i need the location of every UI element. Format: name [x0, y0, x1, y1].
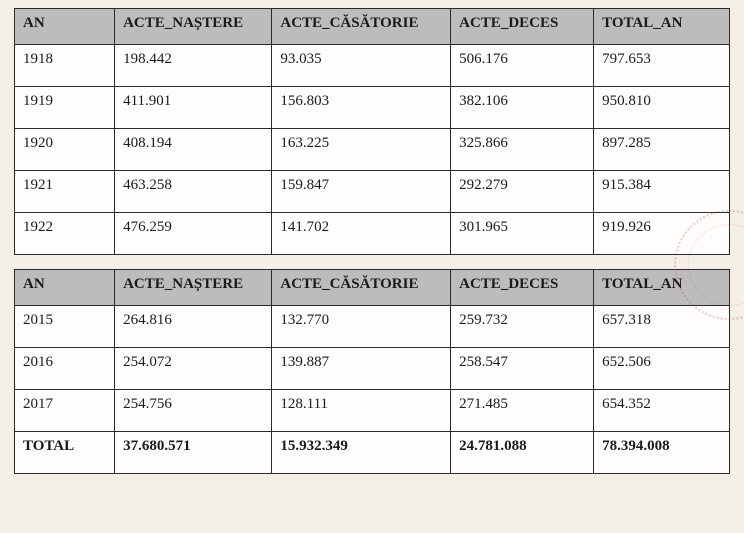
col-header-nastere: ACTE_NAȘTERE	[115, 270, 272, 306]
cell-an: 1922	[15, 213, 115, 255]
cell-nastere: 254.756	[115, 390, 272, 432]
cell-an: 2016	[15, 348, 115, 390]
cell-an: 1919	[15, 87, 115, 129]
cell-casatorie: 15.932.349	[272, 432, 451, 474]
cell-total: 915.384	[594, 171, 730, 213]
cell-an: 1921	[15, 171, 115, 213]
cell-nastere: 408.194	[115, 129, 272, 171]
cell-an: 2017	[15, 390, 115, 432]
cell-deces: 271.485	[451, 390, 594, 432]
cell-an: 1920	[15, 129, 115, 171]
cell-deces: 24.781.088	[451, 432, 594, 474]
cell-casatorie: 159.847	[272, 171, 451, 213]
table-total-row: TOTAL 37.680.571 15.932.349 24.781.088 7…	[15, 432, 730, 474]
cell-casatorie: 93.035	[272, 45, 451, 87]
cell-nastere: 411.901	[115, 87, 272, 129]
cell-total: 657.318	[594, 306, 730, 348]
col-header-nastere: ACTE_NAȘTERE	[115, 9, 272, 45]
table-row: 1921 463.258 159.847 292.279 915.384	[15, 171, 730, 213]
col-header-casatorie: ACTE_CĂSĂTORIE	[272, 270, 451, 306]
col-header-an: AN	[15, 270, 115, 306]
col-header-deces: ACTE_DECES	[451, 270, 594, 306]
cell-deces: 325.866	[451, 129, 594, 171]
table-header-row: AN ACTE_NAȘTERE ACTE_CĂSĂTORIE ACTE_DECE…	[15, 9, 730, 45]
table-row: 1922 476.259 141.702 301.965 919.926	[15, 213, 730, 255]
table-row: 1920 408.194 163.225 325.866 897.285	[15, 129, 730, 171]
cell-an: 1918	[15, 45, 115, 87]
records-table-1918-1922: AN ACTE_NAȘTERE ACTE_CĂSĂTORIE ACTE_DECE…	[14, 8, 730, 255]
cell-deces: 301.965	[451, 213, 594, 255]
col-header-total: TOTAL_AN	[594, 9, 730, 45]
cell-casatorie: 156.803	[272, 87, 451, 129]
cell-deces: 506.176	[451, 45, 594, 87]
cell-deces: 292.279	[451, 171, 594, 213]
col-header-deces: ACTE_DECES	[451, 9, 594, 45]
cell-nastere: 463.258	[115, 171, 272, 213]
cell-casatorie: 141.702	[272, 213, 451, 255]
table-row: 1918 198.442 93.035 506.176 797.653	[15, 45, 730, 87]
cell-nastere: 37.680.571	[115, 432, 272, 474]
records-table-2015-2017: AN ACTE_NAȘTERE ACTE_CĂSĂTORIE ACTE_DECE…	[14, 269, 730, 474]
table-row: 1919 411.901 156.803 382.106 950.810	[15, 87, 730, 129]
cell-total: 919.926	[594, 213, 730, 255]
cell-total: 897.285	[594, 129, 730, 171]
table-row: 2017 254.756 128.111 271.485 654.352	[15, 390, 730, 432]
cell-casatorie: 139.887	[272, 348, 451, 390]
cell-nastere: 198.442	[115, 45, 272, 87]
cell-deces: 259.732	[451, 306, 594, 348]
cell-casatorie: 132.770	[272, 306, 451, 348]
cell-deces: 258.547	[451, 348, 594, 390]
cell-total: 78.394.008	[594, 432, 730, 474]
cell-total: 654.352	[594, 390, 730, 432]
cell-casatorie: 128.111	[272, 390, 451, 432]
table-header-row: AN ACTE_NAȘTERE ACTE_CĂSĂTORIE ACTE_DECE…	[15, 270, 730, 306]
cell-nastere: 476.259	[115, 213, 272, 255]
col-header-total: TOTAL_AN	[594, 270, 730, 306]
table-row: 2016 254.072 139.887 258.547 652.506	[15, 348, 730, 390]
table-row: 2015 264.816 132.770 259.732 657.318	[15, 306, 730, 348]
cell-nastere: 254.072	[115, 348, 272, 390]
cell-total: 652.506	[594, 348, 730, 390]
cell-total: 950.810	[594, 87, 730, 129]
col-header-an: AN	[15, 9, 115, 45]
cell-nastere: 264.816	[115, 306, 272, 348]
col-header-casatorie: ACTE_CĂSĂTORIE	[272, 9, 451, 45]
cell-deces: 382.106	[451, 87, 594, 129]
cell-an: 2015	[15, 306, 115, 348]
cell-total: 797.653	[594, 45, 730, 87]
cell-casatorie: 163.225	[272, 129, 451, 171]
cell-an: TOTAL	[15, 432, 115, 474]
